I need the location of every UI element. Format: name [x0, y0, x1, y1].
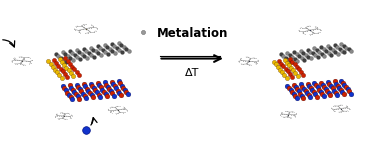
- Text: ΔT: ΔT: [185, 68, 199, 78]
- Text: Metalation: Metalation: [156, 27, 228, 40]
